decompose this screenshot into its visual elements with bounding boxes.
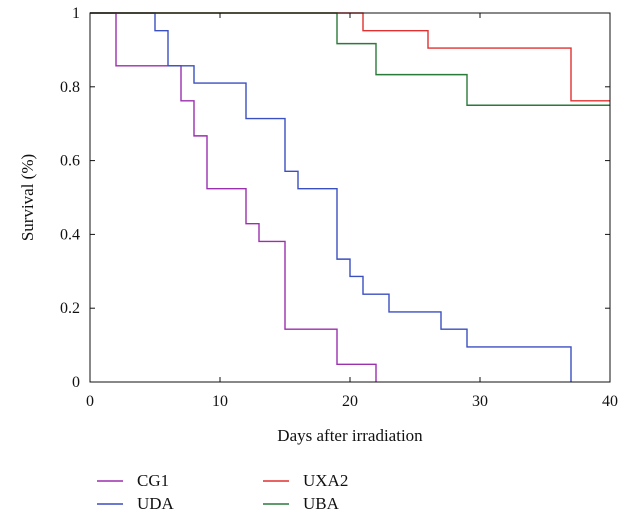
legend-item-uba: UBA <box>263 494 340 513</box>
legend-item-uda: UDA <box>97 494 175 513</box>
legend-label: UBA <box>303 494 340 513</box>
y-axis-title-group: Survival (%) <box>18 154 37 241</box>
legend-item-uxa2: UXA2 <box>263 471 348 490</box>
plot-frame <box>89 12 611 383</box>
legend-label: UXA2 <box>303 471 348 490</box>
y-axis-title: Survival (%) <box>18 154 37 241</box>
legend: CG1 UXA2 UDA UBA <box>97 471 348 513</box>
x-tick-label: 20 <box>342 393 358 410</box>
y-tick-label: 1 <box>72 5 80 22</box>
series-line-uba <box>90 12 610 106</box>
series-line-cg1 <box>90 12 377 382</box>
x-tick-label: 10 <box>212 393 228 410</box>
y-tick-label: 0.4 <box>60 226 80 243</box>
series-line-uxa2 <box>90 12 610 102</box>
legend-label: CG1 <box>137 471 169 490</box>
legend-label: UDA <box>137 494 175 513</box>
axes-layer: 0 10 20 30 40 0 0.2 0.4 0.6 0.8 1 <box>60 5 618 410</box>
series-layer <box>90 12 610 382</box>
y-tick-label: 0.2 <box>60 300 80 317</box>
series-line-uda <box>90 12 572 382</box>
y-tick-label: 0 <box>72 374 80 391</box>
x-tick-label: 40 <box>602 393 618 410</box>
y-tick-label: 0.8 <box>60 79 80 96</box>
x-tick-label: 0 <box>86 393 94 410</box>
y-tick-label: 0.6 <box>60 153 80 170</box>
x-axis-title: Days after irradiation <box>277 426 423 445</box>
legend-item-cg1: CG1 <box>97 471 169 490</box>
x-tick-label: 30 <box>472 393 488 410</box>
